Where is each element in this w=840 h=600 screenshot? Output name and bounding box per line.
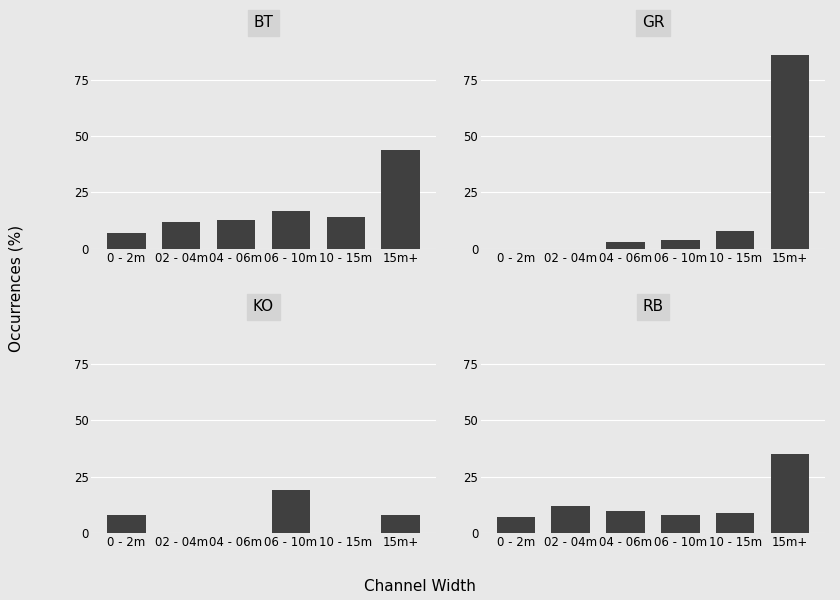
Bar <box>271 490 310 533</box>
Text: Channel Width: Channel Width <box>364 579 476 594</box>
Bar <box>381 515 420 533</box>
Bar <box>551 506 590 533</box>
Bar <box>606 242 645 249</box>
Bar <box>107 233 145 249</box>
Bar <box>661 515 700 533</box>
Bar <box>661 240 700 249</box>
Bar <box>107 515 145 533</box>
Bar <box>271 211 310 249</box>
Bar <box>716 231 754 249</box>
Bar <box>162 222 201 249</box>
Title: BT: BT <box>254 15 273 30</box>
Bar <box>716 513 754 533</box>
Bar <box>771 55 810 249</box>
Bar <box>217 220 255 249</box>
Title: GR: GR <box>642 15 664 30</box>
Bar <box>771 454 810 533</box>
Text: Occurrences (%): Occurrences (%) <box>8 224 24 352</box>
Bar <box>606 511 645 533</box>
Bar <box>327 217 365 249</box>
Title: KO: KO <box>253 299 274 314</box>
Title: RB: RB <box>643 299 664 314</box>
Bar <box>496 517 535 533</box>
Bar <box>381 149 420 249</box>
